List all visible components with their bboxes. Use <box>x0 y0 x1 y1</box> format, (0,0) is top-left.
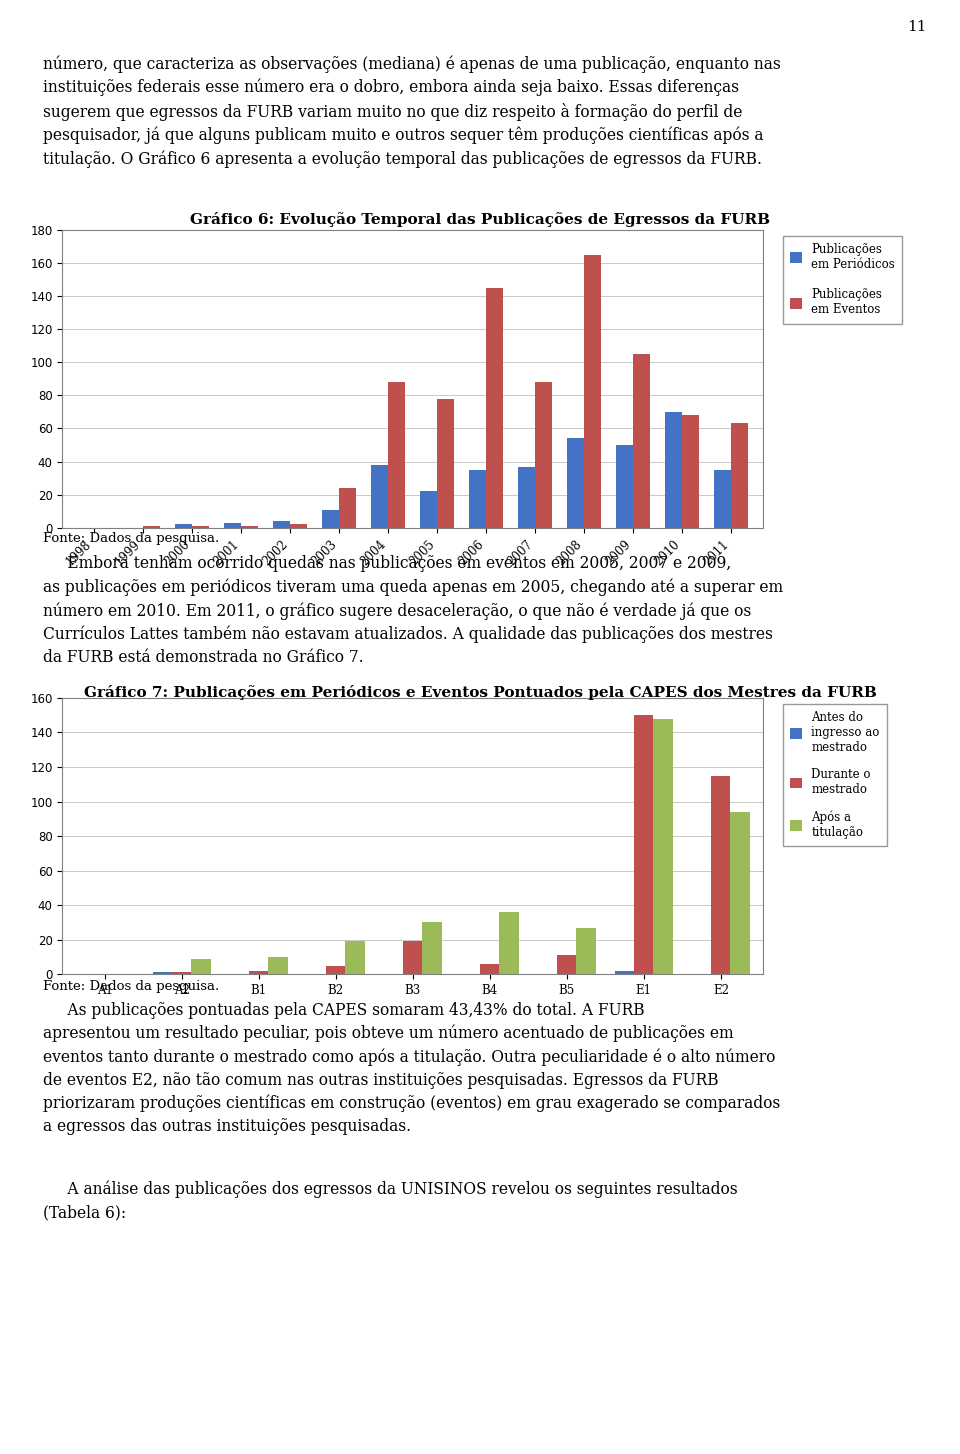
Bar <box>153 973 172 974</box>
Bar <box>339 489 356 528</box>
Bar <box>654 718 673 974</box>
Bar <box>665 411 683 528</box>
Bar <box>616 445 634 528</box>
Bar <box>372 465 388 528</box>
Bar <box>250 971 269 974</box>
Bar <box>499 912 518 974</box>
Bar <box>635 715 654 974</box>
Bar <box>711 775 731 974</box>
Bar <box>714 470 732 528</box>
Bar <box>615 971 635 974</box>
Text: Gráfico 7: Publicações em Periódicos e Eventos Pontuados pela CAPES dos Mestres : Gráfico 7: Publicações em Periódicos e E… <box>84 685 876 699</box>
Bar <box>274 521 290 528</box>
Bar <box>469 470 487 528</box>
Bar <box>487 288 503 528</box>
Bar <box>585 254 602 528</box>
Legend: Antes do
ingresso ao
mestrado, Durante o
mestrado, Após a
titulação: Antes do ingresso ao mestrado, Durante o… <box>783 704 887 846</box>
Bar <box>557 955 576 974</box>
Text: número, que caracteriza as observações (mediana) é apenas de uma publicação, enq: número, que caracteriza as observações (… <box>43 55 780 167</box>
Bar <box>422 922 442 974</box>
Text: As publicações pontuadas pela CAPES somaram 43,43% do total. A FURB
apresentou u: As publicações pontuadas pela CAPES soma… <box>43 1002 780 1136</box>
Bar <box>576 928 596 974</box>
Legend: Publicações
em Periódicos, Publicações
em Eventos: Publicações em Periódicos, Publicações e… <box>783 236 902 323</box>
Bar <box>420 491 438 528</box>
Bar <box>175 525 192 528</box>
Text: 11: 11 <box>907 20 926 35</box>
Bar <box>634 353 651 528</box>
Bar <box>191 958 210 974</box>
Bar <box>480 964 499 974</box>
Bar <box>536 382 552 528</box>
Bar <box>683 416 700 528</box>
Text: Embora tenham ocorrido quedas nas publicações em eventos em 2005, 2007 e 2009,
a: Embora tenham ocorrido quedas nas public… <box>43 555 783 666</box>
Bar <box>438 398 454 528</box>
Bar <box>518 467 536 528</box>
Text: A análise das publicações dos egressos da UNISINOS revelou os seguintes resultad: A análise das publicações dos egressos d… <box>43 1181 738 1221</box>
Bar <box>224 523 241 528</box>
Text: Fonte: Dados da pesquisa.: Fonte: Dados da pesquisa. <box>43 532 220 545</box>
Bar <box>403 941 422 974</box>
Bar <box>241 526 258 528</box>
Bar <box>192 526 209 528</box>
Text: Gráfico 6: Evolução Temporal das Publicações de Egressos da FURB: Gráfico 6: Evolução Temporal das Publica… <box>190 212 770 227</box>
Bar <box>388 382 405 528</box>
Bar <box>732 423 749 528</box>
Bar <box>731 811 750 974</box>
Bar <box>290 525 307 528</box>
Bar <box>567 439 585 528</box>
Text: Fonte: Dados da pesquisa.: Fonte: Dados da pesquisa. <box>43 980 220 993</box>
Bar <box>269 957 288 974</box>
Bar <box>172 973 191 974</box>
Bar <box>143 526 160 528</box>
Bar <box>326 965 346 974</box>
Bar <box>346 941 365 974</box>
Bar <box>323 509 339 528</box>
